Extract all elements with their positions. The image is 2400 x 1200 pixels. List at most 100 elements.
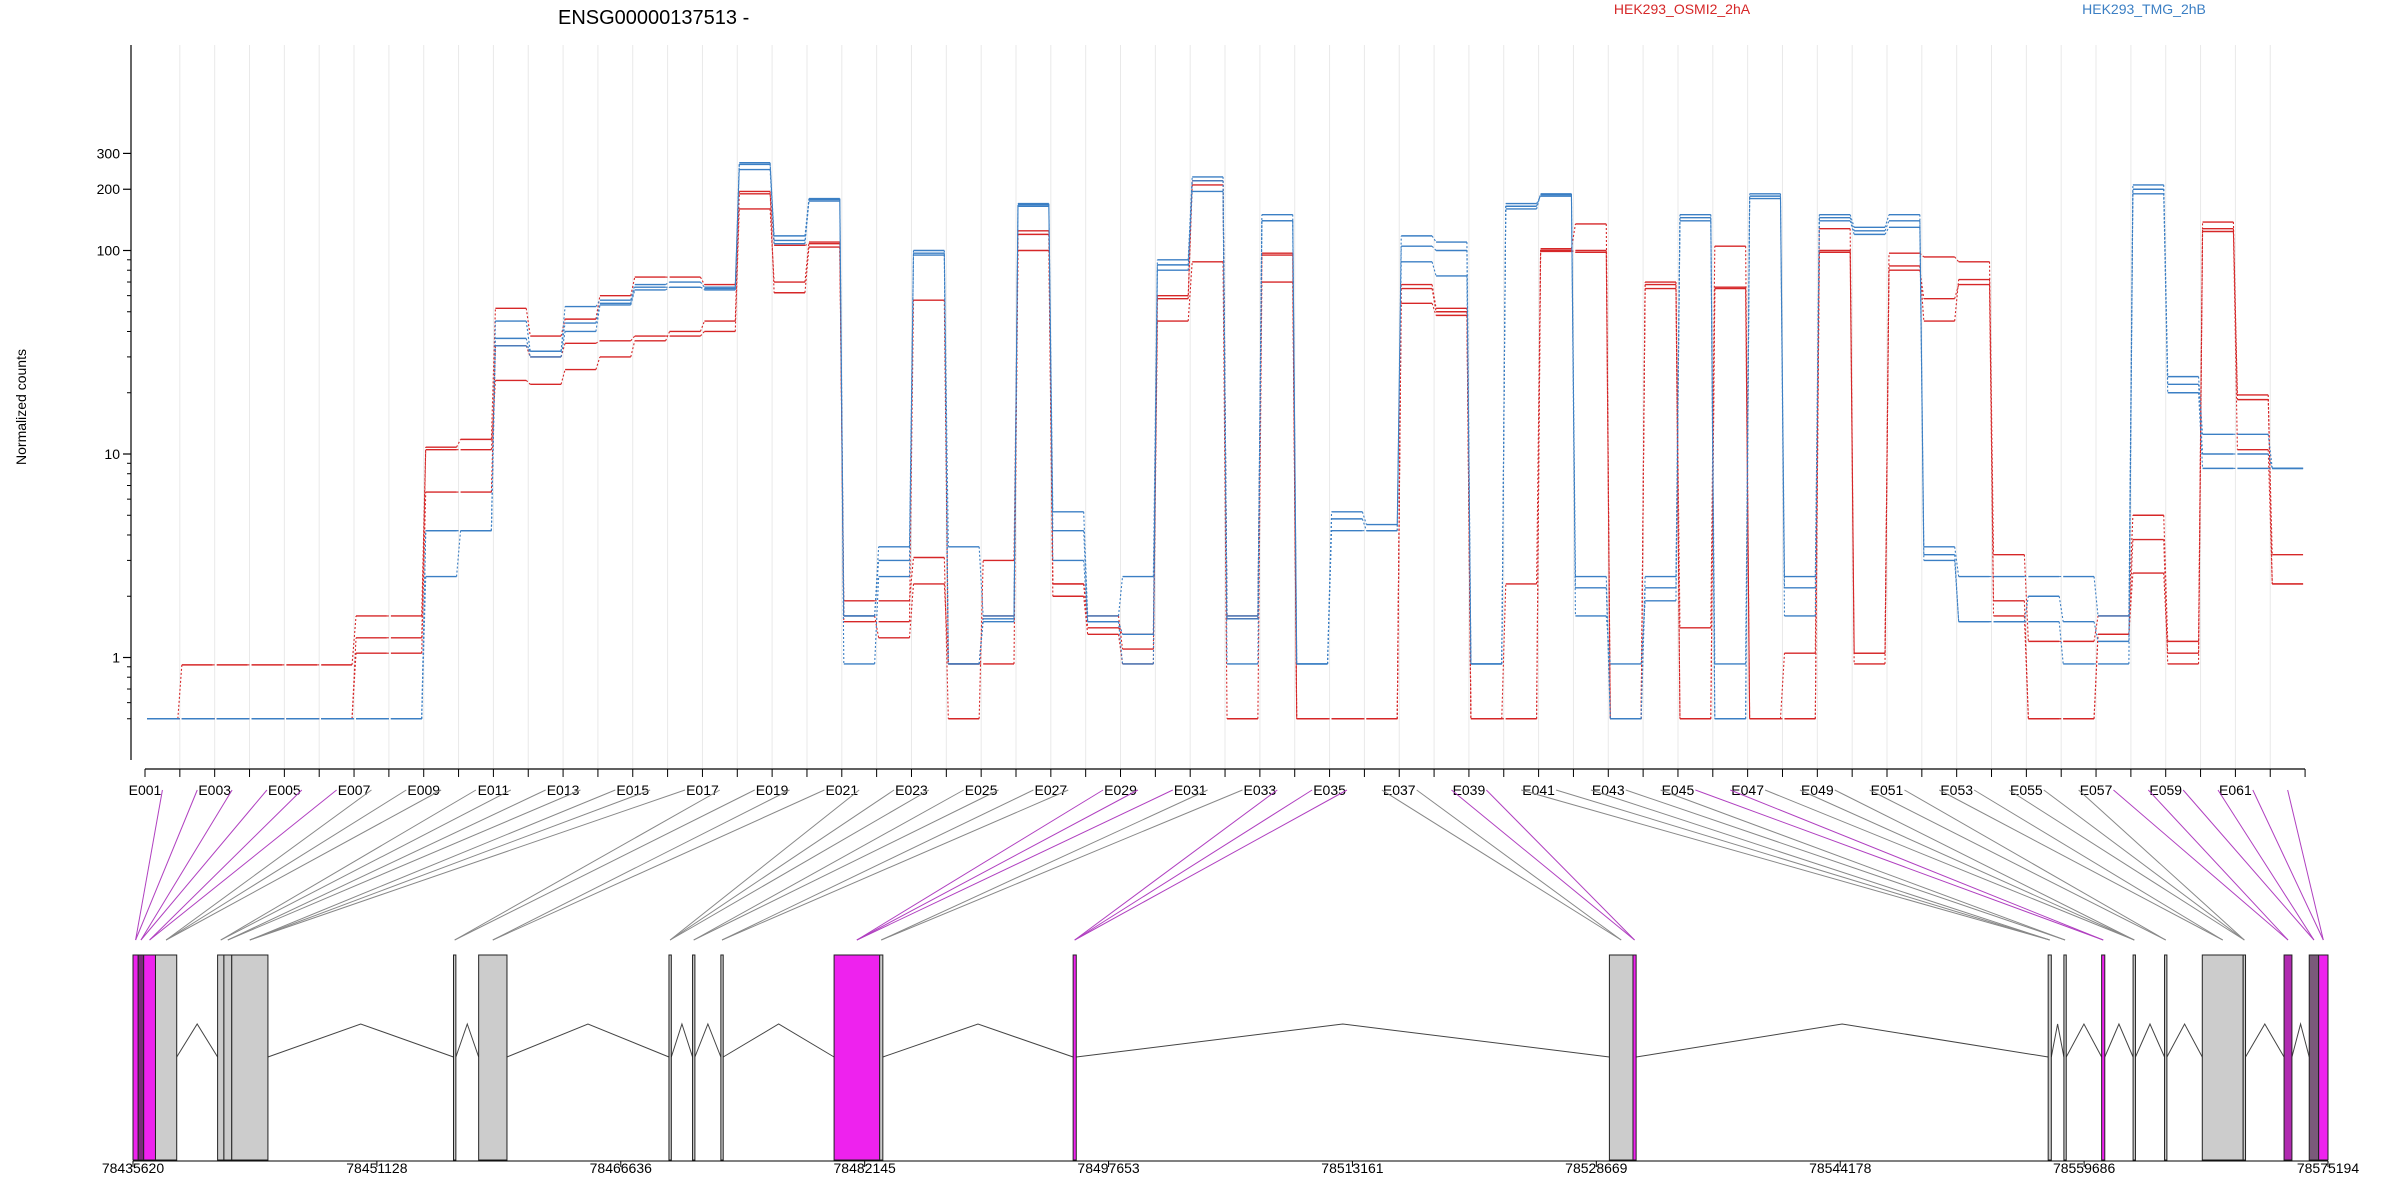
x-tick-label: E043	[1592, 782, 1625, 798]
exon-block	[1072, 954, 1077, 1161]
series-connector	[1187, 184, 1193, 299]
series-connector	[1292, 214, 1298, 664]
x-tick-label: E025	[965, 782, 998, 798]
intron-line	[2166, 1022, 2203, 1058]
exon-connector	[165, 789, 372, 941]
x-tick-label: E027	[1034, 782, 1067, 798]
exon-block	[143, 954, 156, 1161]
series-connector	[525, 379, 531, 385]
genome-tick-label: 78435620	[102, 1160, 165, 1176]
series-connector	[560, 369, 566, 385]
series-connector	[978, 618, 984, 664]
series-HEK293_TMG_2hB-5	[147, 162, 2304, 720]
exon-block	[223, 954, 233, 1161]
exon-connector	[1939, 789, 2223, 941]
intron-line	[2245, 1023, 2285, 1058]
series-connector	[943, 583, 949, 664]
exon-connector	[220, 789, 512, 941]
exon-connector	[693, 789, 999, 941]
exon-block	[879, 954, 884, 1161]
intron-line	[2291, 1022, 2310, 1058]
exon-connector	[1625, 789, 2066, 941]
exon-connector	[881, 789, 1243, 941]
series-connector	[1570, 194, 1576, 588]
exon-block	[2047, 954, 2052, 1161]
chart-title: ENSG00000137513 -	[558, 7, 749, 29]
x-tick-label: E021	[825, 782, 858, 798]
exon-block	[453, 954, 457, 1161]
exon-connector	[2008, 789, 2245, 941]
series-connector	[1048, 203, 1054, 512]
x-tick-label: E057	[2080, 782, 2113, 798]
genome-axis: 78435620 78451128 78466636 78482145 78497653…	[102, 1160, 2360, 1176]
exon-connector	[1660, 789, 2066, 941]
series-connector	[630, 284, 636, 301]
series-connector	[1640, 587, 1646, 719]
genome-tick-label: 78482145	[834, 1160, 897, 1176]
intron-line	[2065, 1022, 2103, 1058]
exon-block	[217, 954, 225, 1161]
y-tick-label: 300	[97, 145, 121, 161]
series-connector	[908, 253, 915, 547]
series-connector	[734, 208, 740, 332]
series-connector	[2267, 453, 2273, 469]
series-connector	[490, 345, 496, 531]
intron-line	[2134, 1022, 2165, 1058]
exon-block	[2283, 954, 2293, 1161]
x-tick-label: E051	[1871, 782, 1904, 798]
axes	[130, 45, 2305, 770]
series-connector	[421, 449, 427, 638]
series-connector	[2128, 189, 2134, 642]
series-lines	[147, 162, 2304, 720]
x-tick-label: E053	[1940, 782, 1973, 798]
series-connector	[2267, 434, 2273, 469]
series-connector	[421, 492, 427, 654]
series-connector	[1327, 518, 1333, 664]
series-connector	[665, 286, 670, 291]
exon-connector	[140, 789, 233, 941]
x-tick-label: E047	[1731, 782, 1764, 798]
exon-connector	[492, 789, 825, 941]
series-connector	[1954, 284, 1960, 299]
intron-line	[1076, 1023, 1610, 1058]
exon-connector	[2147, 789, 2289, 941]
series-connector	[1884, 227, 1890, 235]
exon-connector	[227, 789, 581, 941]
exon-connector	[165, 789, 407, 941]
exon-connector	[1074, 789, 1313, 941]
series-connector	[874, 546, 880, 616]
exon-connector	[721, 789, 1034, 941]
series-connector	[1605, 252, 1611, 719]
exon-connector	[492, 789, 790, 941]
exon-connector	[721, 789, 1069, 941]
exon-block	[833, 954, 881, 1161]
x-tick-label: E023	[895, 782, 928, 798]
series-connector	[700, 331, 705, 337]
series-connector	[1675, 282, 1681, 719]
series-connector	[769, 193, 775, 246]
exon-connector	[1869, 789, 2166, 941]
exon-connector	[140, 789, 268, 941]
intron-line	[722, 1023, 835, 1058]
series-connector	[1849, 252, 1855, 664]
x-tick-label: E009	[407, 782, 440, 798]
series-connector	[1501, 583, 1507, 719]
series-connector	[665, 281, 670, 286]
x-tick-label: E041	[1522, 782, 1555, 798]
series-connector	[630, 276, 636, 296]
series-connector	[978, 560, 984, 719]
series-connector	[1605, 587, 1611, 719]
series-connector	[2023, 554, 2029, 642]
series-connector	[630, 340, 636, 358]
exon-connector	[135, 789, 198, 941]
series-connector	[700, 281, 705, 288]
series-connector	[1152, 264, 1158, 635]
exon-connector	[669, 789, 930, 941]
series-connector	[1013, 204, 1019, 619]
exon-connector	[1764, 789, 2135, 941]
series-connector	[1222, 180, 1228, 619]
x-tick-label: E029	[1104, 782, 1137, 798]
exon-block	[2308, 954, 2320, 1161]
x-tick-label: E005	[268, 782, 301, 798]
series-connector	[1117, 621, 1124, 664]
